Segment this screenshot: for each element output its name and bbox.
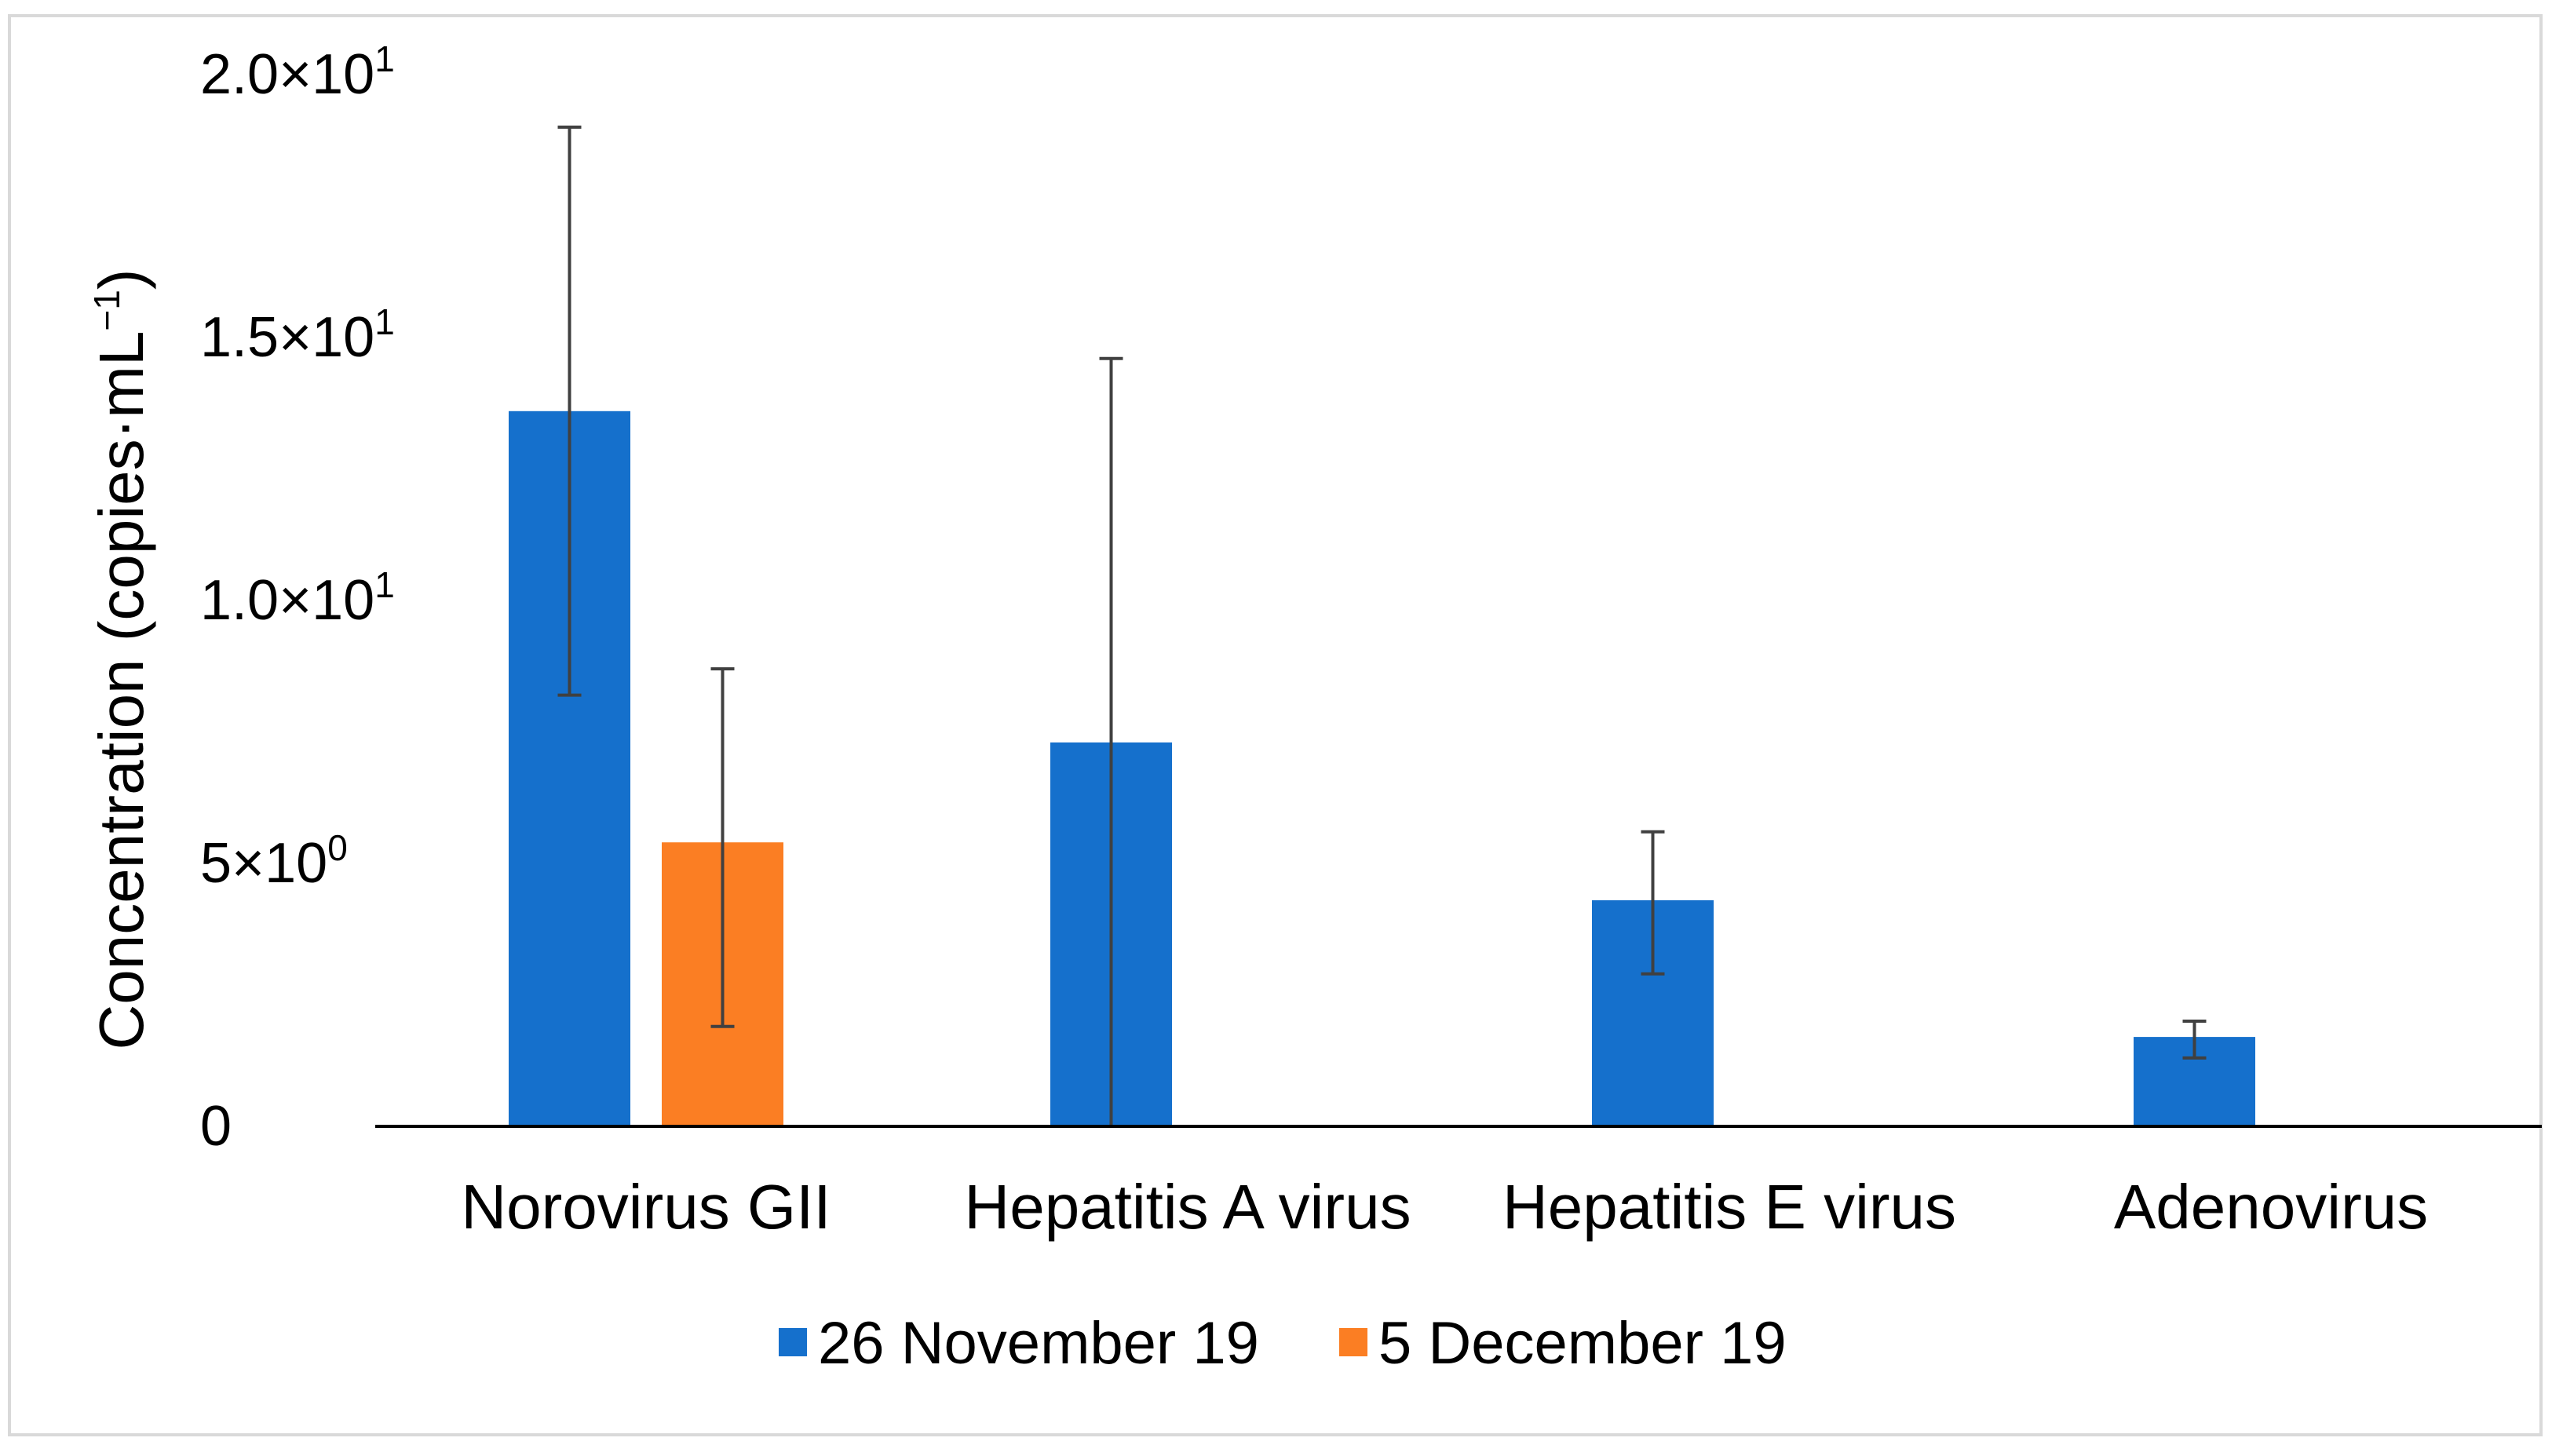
y-axis-title-superscript: −1 [86,290,127,330]
bars [509,411,2255,1126]
chart-frame [8,14,2543,1436]
y-tick-label: 1.0×101 [200,564,395,632]
legend-label: 26 November 19 [818,1310,1259,1377]
y-tick-label-main: 2.0×10 [200,43,374,106]
y-tick-label: 5×100 [200,827,348,895]
legend-label: 5 December 19 [1378,1310,1787,1377]
x-axis-categories: Norovirus GII Hepatitis A virus Hepatitis … [461,1172,2428,1242]
y-tick-label: 0 [200,1095,232,1158]
y-tick-label-exponent: 1 [374,564,395,605]
legend-swatch [779,1328,807,1356]
y-tick-label-main: 0 [200,1095,232,1158]
y-tick-label-exponent: 0 [327,827,348,868]
x-tick-label: Hepatitis A virus [964,1172,1411,1242]
y-tick-label: 2.0×101 [200,38,395,106]
y-tick-label-main: 5×10 [200,832,327,895]
y-tick-label-main: 1.0×10 [200,569,374,632]
y-axis-title-suffix: ) [86,268,156,290]
y-tick-label-exponent: 1 [374,38,395,79]
y-axis-title-main: Concentration (copies·mL [86,331,156,1050]
y-tick-label-main: 1.5×10 [200,306,374,369]
y-tick-label: 1.5×101 [200,301,395,369]
legend: 26 November 19 5 December 19 [779,1310,1787,1377]
x-tick-label: Adenovirus [2114,1172,2428,1242]
x-tick-label: Norovirus GII [461,1172,831,1242]
y-axis-title: Concentration (copies·mL−1) [86,268,156,1049]
legend-swatch [1339,1328,1367,1356]
error-bars [557,126,2207,1126]
x-tick-label: Hepatitis E virus [1502,1172,1956,1242]
y-tick-label-exponent: 1 [374,301,395,342]
